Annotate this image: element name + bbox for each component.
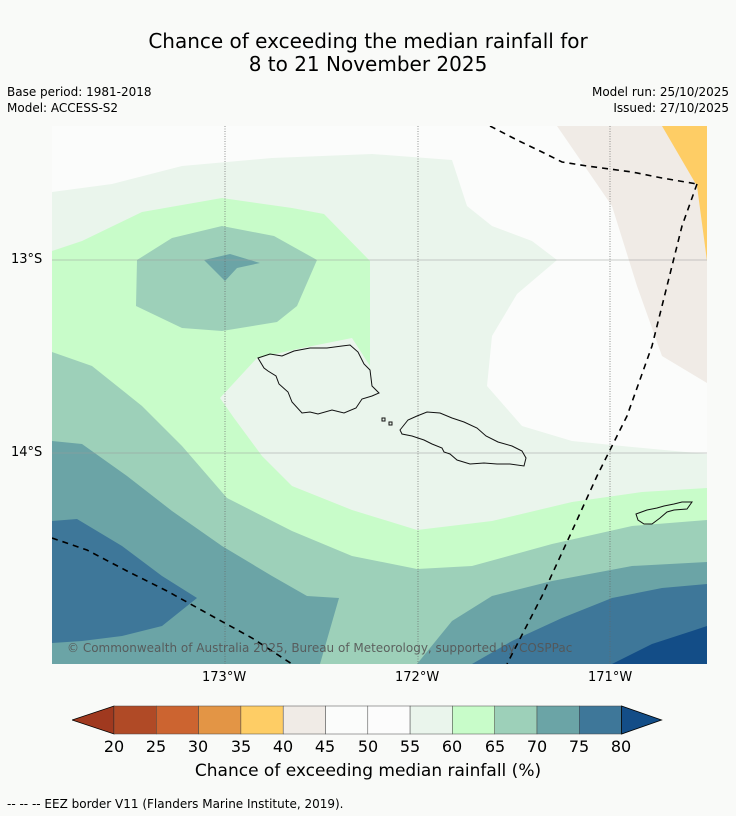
colorbar-segment	[579, 705, 622, 735]
colorbar-arrow-high	[621, 705, 663, 735]
colorbar-segment	[494, 705, 538, 735]
base-period: Base period: 1981-2018	[7, 85, 152, 99]
rainfall-map	[52, 126, 707, 664]
grid-lines	[52, 126, 707, 664]
colorbar-segment	[325, 705, 369, 735]
colorbar-arrow-low	[72, 705, 115, 735]
colorbar	[72, 705, 663, 735]
colorbar-tick: 40	[272, 737, 294, 756]
lat-tick-14s: 14°S	[11, 445, 43, 460]
meta-right: Model run: 25/10/2025 Issued: 27/10/2025	[592, 84, 729, 116]
colorbar-segment	[240, 705, 284, 735]
zone-55-60-inner	[220, 338, 370, 398]
colorbar-segment	[113, 705, 157, 735]
colorbar-tick: 70	[526, 737, 548, 756]
colorbar-segment	[367, 705, 411, 735]
colorbar-tick: 50	[357, 737, 379, 756]
colorbar-tick: 75	[568, 737, 590, 756]
title-line-2: 8 to 21 November 2025	[248, 52, 488, 76]
eez-border-north	[489, 126, 698, 185]
colorbar-tick: 20	[103, 737, 125, 756]
colorbar-segment	[409, 705, 453, 735]
upolu-island	[399, 411, 527, 467]
lon-tick-171w: 171°W	[588, 670, 633, 685]
colorbar-tick: 55	[399, 737, 421, 756]
colorbar-segment	[198, 705, 242, 735]
lon-tick-172w: 172°W	[395, 670, 440, 685]
colorbar-tick: 35	[230, 737, 252, 756]
colorbar-segment	[156, 705, 199, 735]
map-title: Chance of exceeding the median rainfall …	[0, 30, 736, 76]
eez-footnote: -- -- -- EEZ border V11 (Flanders Marine…	[7, 797, 344, 811]
issued-date: Issued: 27/10/2025	[613, 101, 729, 115]
eez-border-southwest	[52, 537, 293, 664]
zone-70-75-north	[204, 254, 260, 281]
title-line-1: Chance of exceeding the median rainfall …	[148, 29, 588, 53]
eez-border	[52, 126, 698, 664]
copyright-notice: © Commonwealth of Australia 2025, Bureau…	[67, 641, 573, 655]
zone-75-80-east	[472, 584, 707, 664]
colorbar-tick: 80	[610, 737, 632, 756]
meta-left: Base period: 1981-2018 Model: ACCESS-S2	[7, 84, 152, 116]
savaii-island	[257, 344, 380, 415]
colorbar-tick: 45	[314, 737, 336, 756]
model-name: Model: ACCESS-S2	[7, 101, 119, 115]
tutuila-island	[635, 501, 693, 525]
colorbar-segment	[282, 705, 326, 735]
manono-island	[381, 417, 393, 426]
colorbar-tick: 60	[441, 737, 463, 756]
colorbar-tick: 65	[484, 737, 506, 756]
model-run: Model run: 25/10/2025	[591, 85, 729, 99]
zone-35-40	[662, 126, 707, 261]
lat-tick-13s: 13°S	[11, 252, 43, 267]
colorbar-label: Chance of exceeding median rainfall (%)	[194, 761, 542, 781]
zone-80-plus	[612, 626, 707, 664]
colorbar-tick: 30	[187, 737, 209, 756]
colorbar-segment	[536, 705, 580, 735]
eez-border-east	[506, 183, 698, 664]
lon-tick-173w: 173°W	[202, 670, 247, 685]
colorbar-tick: 25	[145, 737, 167, 756]
colorbar-segment	[452, 705, 495, 735]
zone-45-50	[557, 126, 707, 383]
